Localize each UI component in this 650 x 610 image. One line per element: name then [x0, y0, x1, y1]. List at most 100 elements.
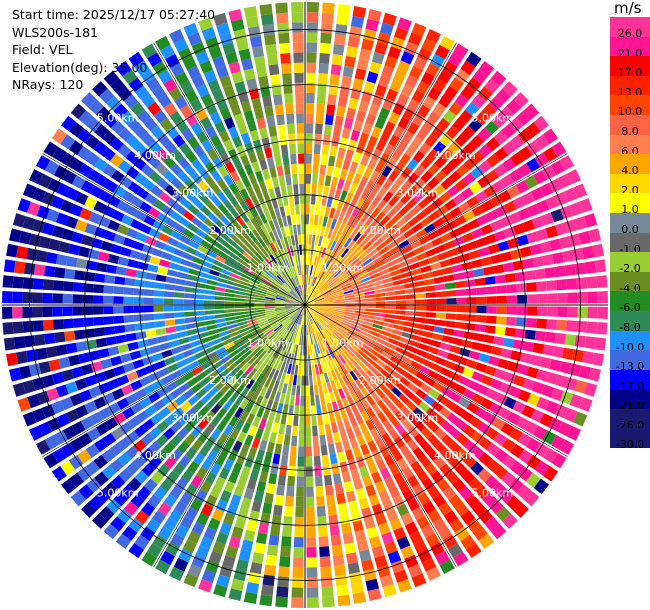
ppi-gate [38, 361, 51, 374]
ppi-gate [330, 265, 339, 275]
ppi-gate [347, 562, 361, 575]
ppi-gate [376, 226, 388, 237]
ppi-gate [235, 318, 247, 323]
colorbar-tick-label: 0.0 [621, 222, 639, 236]
ppi-gate [151, 248, 164, 258]
ppi-gate [315, 113, 324, 125]
ppi-gate [71, 366, 84, 379]
ppi-gate [327, 262, 335, 273]
ppi-gate [199, 223, 211, 234]
ppi-gate [407, 475, 420, 488]
ppi-gate [163, 298, 174, 305]
ppi-gate [363, 516, 376, 529]
ppi-gate [433, 276, 445, 284]
ppi-gate [296, 214, 301, 225]
ppi-gate [296, 305, 305, 312]
ppi-gate [480, 200, 494, 213]
ppi-gate [272, 369, 280, 381]
ppi-gate [185, 323, 197, 330]
ppi-gate [38, 173, 53, 189]
ppi-gate [163, 305, 174, 312]
ppi-gate [439, 133, 453, 147]
ppi-gate [464, 322, 476, 331]
ppi-gate [319, 52, 330, 64]
ppi-gate [569, 394, 583, 409]
ppi-gate [305, 163, 312, 174]
ppi-gate [306, 314, 310, 325]
ppi-gate [446, 352, 459, 362]
ppi-gate [51, 400, 65, 415]
ppi-gate [448, 441, 462, 455]
ppi-gate [227, 280, 238, 287]
ppi-gate [353, 119, 364, 132]
ppi-gate [337, 275, 348, 283]
ppi-gate [272, 145, 281, 157]
ppi-gate [103, 285, 114, 294]
ppi-gate [421, 71, 435, 86]
ppi-gate [342, 65, 354, 78]
ppi-gate [278, 314, 288, 320]
ppi-gate [329, 453, 338, 465]
ppi-gate [215, 346, 226, 355]
ppi-gate [291, 384, 297, 396]
ppi-gate [290, 290, 299, 298]
ppi-gate [329, 321, 339, 329]
ppi-gate [354, 313, 365, 318]
ppi-gate [277, 261, 285, 271]
ppi-gate [42, 222, 55, 236]
range-ring-label: 3.00km [172, 411, 214, 424]
ppi-gate [298, 153, 305, 164]
ppi-gate [280, 351, 287, 362]
ppi-gate [274, 302, 285, 304]
ppi-gate [193, 299, 205, 305]
ppi-gate [332, 44, 345, 56]
ppi-gate [532, 256, 545, 268]
ppi-gate [311, 312, 319, 321]
ppi-gate [201, 569, 216, 583]
ppi-gate [481, 491, 497, 507]
ppi-gate [210, 415, 222, 427]
ppi-gate [264, 564, 276, 576]
ppi-gate [394, 315, 406, 321]
ppi-gate [85, 460, 100, 476]
ppi-gate [407, 498, 420, 512]
ppi-gate [313, 455, 321, 467]
ppi-gate [158, 191, 171, 204]
ppi-gate [113, 296, 124, 304]
ppi-gate [341, 282, 351, 289]
ppi-gate [95, 422, 110, 436]
ppi-gate [275, 308, 286, 312]
ppi-gate [399, 153, 411, 166]
ppi-gate [359, 422, 369, 434]
ppi-gate [356, 539, 369, 552]
ppi-gate [203, 381, 215, 393]
ppi-gate [503, 200, 517, 214]
ppi-gate [334, 231, 342, 242]
ppi-gate [430, 126, 444, 140]
ppi-gate [268, 317, 278, 324]
ppi-gate [208, 46, 223, 60]
ppi-gate [172, 190, 185, 203]
ppi-gate [286, 296, 296, 302]
ppi-gate [157, 94, 172, 108]
ppi-gate [185, 407, 198, 419]
ppi-gate [175, 71, 189, 86]
ppi-gate [244, 142, 255, 154]
ppi-gate [194, 350, 206, 360]
ppi-gate [304, 305, 305, 316]
ppi-gate [314, 298, 325, 303]
ppi-gate [302, 355, 305, 366]
ppi-gate [391, 449, 404, 462]
ppi-gate [244, 365, 254, 376]
ppi-gate [271, 176, 280, 188]
ppi-gate [489, 195, 503, 208]
ppi-gate [246, 119, 257, 132]
ppi-gate [471, 205, 485, 217]
ppi-gate [491, 113, 507, 129]
ppi-gate [311, 344, 316, 355]
ppi-gate [331, 135, 340, 147]
ppi-gate [395, 300, 406, 305]
ppi-gate [382, 419, 394, 432]
ppi-gate [240, 330, 251, 337]
